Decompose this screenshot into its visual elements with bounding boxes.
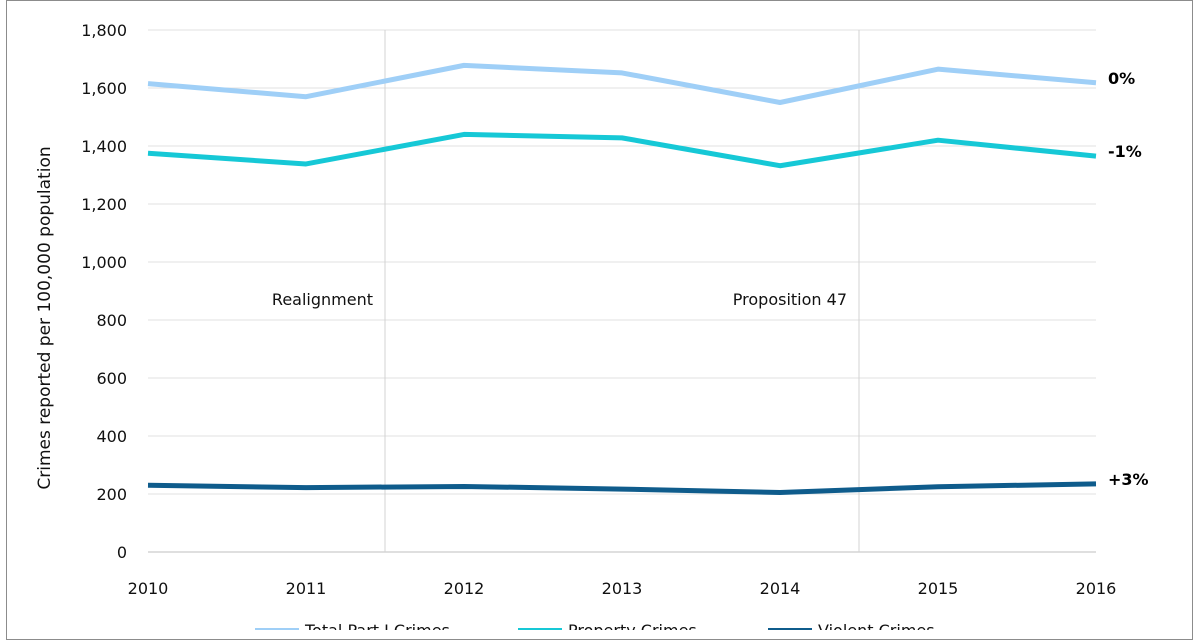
- x-tick-label: 2012: [444, 579, 485, 598]
- series-end-label: +3%: [1108, 470, 1149, 489]
- y-axis-ticks: 0 200 400 600 800 1,000 1,200 1,400 1,600 1,800: [81, 21, 127, 562]
- y-tick-label: 1,600: [81, 79, 127, 98]
- y-tick-label: 600: [96, 369, 127, 388]
- x-tick-label: 2014: [760, 579, 801, 598]
- series-end-label: -1%: [1108, 142, 1142, 161]
- y-tick-label: 400: [96, 427, 127, 446]
- series-lines: [147, 62, 1097, 496]
- x-tick-label: 2013: [602, 579, 643, 598]
- y-axis-label: Crimes reported per 100,000 population: [35, 146, 55, 489]
- series-line: [147, 481, 1097, 496]
- legend-label: Property Crimes: [568, 621, 697, 630]
- x-tick-label: 2011: [286, 579, 327, 598]
- series-line: [147, 62, 1097, 105]
- y-tick-label: 800: [96, 311, 127, 330]
- x-tick-label: 2016: [1076, 579, 1117, 598]
- y-tick-label: 1,000: [81, 253, 127, 272]
- series-end-label: 0%: [1108, 69, 1135, 88]
- annotation-label: Proposition 47: [733, 290, 847, 309]
- gridlines: [148, 29, 1096, 553]
- annotation-lines: [384, 30, 860, 552]
- y-tick-label: 1,800: [81, 21, 127, 40]
- annotations: Realignment Proposition 47: [272, 290, 847, 309]
- y-tick-label: 0: [117, 543, 127, 562]
- series-end-labels: 0% -1% +3%: [1108, 69, 1149, 489]
- legend: Total Part I Crimes Property Crimes Violen…: [255, 621, 935, 630]
- x-tick-label: 2010: [128, 579, 169, 598]
- y-tick-label: 1,400: [81, 137, 127, 156]
- legend-label: Total Part I Crimes: [304, 621, 450, 630]
- y-tick-label: 200: [96, 485, 127, 504]
- x-axis-ticks: 2010 2011 2012 2013 2014 2015 2016: [128, 579, 1117, 598]
- x-tick-label: 2015: [918, 579, 959, 598]
- y-tick-label: 1,200: [81, 195, 127, 214]
- legend-label: Violent Crimes: [818, 621, 935, 630]
- series-line: [147, 131, 1097, 169]
- annotation-label: Realignment: [272, 290, 373, 309]
